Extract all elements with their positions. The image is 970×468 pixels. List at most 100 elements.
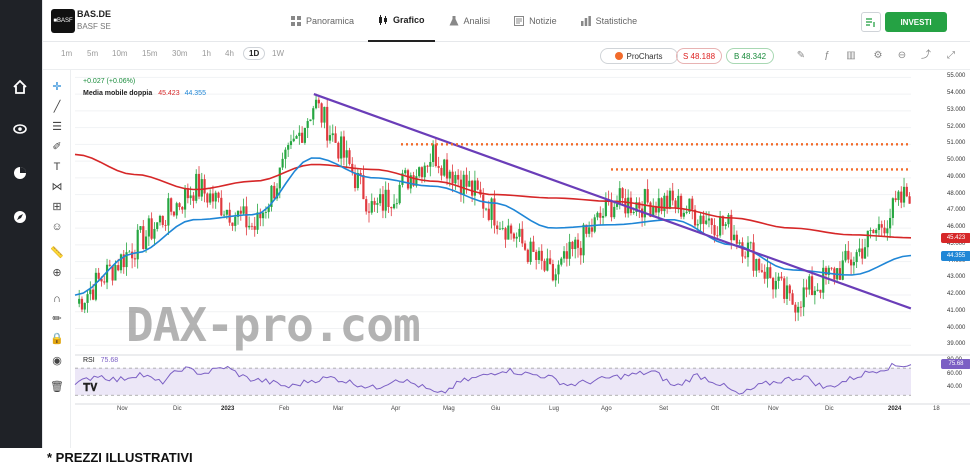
lock-draw-icon[interactable]: ✏	[52, 313, 62, 325]
left-rail	[0, 0, 42, 448]
candle-body	[259, 212, 262, 219]
fullscreen-icon[interactable]: ⤢	[947, 50, 955, 61]
timeframe-30m[interactable]: 30m	[172, 49, 188, 58]
horizontal-lines-icon[interactable]: ☰	[52, 121, 62, 133]
candle-body	[281, 158, 284, 168]
timeframe-15m[interactable]: 15m	[142, 49, 158, 58]
candle-body	[192, 195, 195, 201]
y-tick-label: 45.000	[947, 240, 966, 247]
trash-icon[interactable]: 🗑	[50, 381, 64, 393]
candle-body	[758, 258, 761, 271]
stats-icon	[580, 16, 591, 26]
timeframe-1d[interactable]: 1D	[243, 47, 266, 60]
tab-chart[interactable]: Grafico	[368, 0, 435, 42]
instrument-panel: ■BASF BAS.DE BASF SE Panoramica Grafico …	[42, 0, 970, 448]
candle-body	[359, 172, 362, 175]
rsi-value: 75.68	[100, 357, 119, 364]
candle-body	[420, 167, 424, 178]
watchlist-add-button[interactable]	[861, 12, 881, 32]
candle-body	[674, 200, 677, 208]
pattern-icon[interactable]: ⋈	[51, 181, 63, 193]
candle-body	[579, 247, 582, 256]
candle-body	[457, 174, 460, 180]
candle-body	[582, 224, 585, 256]
lock-icon[interactable]: 🔒	[50, 333, 64, 345]
candle-body	[696, 224, 699, 226]
y-tick-label: 50.000	[947, 157, 966, 164]
watchlist-icon[interactable]	[9, 118, 31, 140]
tab-news[interactable]: Notizie	[504, 0, 567, 42]
brush-icon[interactable]: ✐	[52, 141, 62, 153]
candle-body	[841, 260, 844, 280]
magnet-icon[interactable]: ∩	[53, 293, 61, 305]
timeframe-4h[interactable]: 4h	[225, 49, 234, 58]
candle-body	[621, 188, 624, 199]
invest-button[interactable]: INVESTI	[885, 12, 947, 32]
trendline-tool-icon[interactable]: ╱	[53, 101, 61, 113]
candle-body	[615, 203, 619, 207]
tab-analysis[interactable]: Analisi	[439, 0, 501, 42]
candle-body	[557, 264, 560, 275]
timeframe-1h[interactable]: 1h	[202, 49, 211, 58]
indicators-icon[interactable]: ƒ	[824, 50, 830, 61]
ma-fast-price-badge: 44.355	[941, 250, 970, 261]
eye-icon[interactable]: ◉	[52, 355, 62, 367]
candle-body	[142, 226, 145, 249]
rsi-y-tick-label: 60.00	[947, 370, 963, 377]
gear-icon[interactable]: ⚙	[873, 50, 883, 61]
home-icon[interactable]	[9, 76, 31, 98]
tab-label: Grafico	[393, 15, 425, 25]
timeframe-1w[interactable]: 1W	[272, 49, 284, 58]
candle-body	[298, 132, 301, 137]
tab-overview[interactable]: Panoramica	[281, 0, 364, 42]
candle-body	[535, 251, 538, 260]
candle-body	[866, 230, 869, 248]
candle-body	[540, 250, 543, 261]
chart-type-icon[interactable]: ▥	[846, 50, 856, 61]
zoom-in-icon[interactable]: ⊕	[52, 267, 62, 279]
candle-body	[117, 265, 120, 271]
candle-body	[214, 192, 217, 202]
compare-icon[interactable]: ⊖	[897, 50, 907, 61]
buy-price-button[interactable]: B 48.342	[726, 48, 774, 64]
share-icon[interactable]: ⤴	[921, 50, 931, 61]
tab-stats[interactable]: Statistiche	[571, 0, 648, 42]
procharts-button[interactable]: ProCharts	[600, 48, 678, 64]
text-tool-icon[interactable]: T	[53, 161, 61, 173]
price-chart[interactable]: +0.027 (+0.06%) Media mobile doppia 45.4…	[71, 70, 970, 448]
candle-body	[649, 202, 652, 217]
timeframe-1m[interactable]: 1m	[61, 49, 73, 58]
sell-price-button[interactable]: S 48.188	[676, 48, 722, 64]
candle-body	[523, 243, 527, 250]
timeframe-10m[interactable]: 10m	[112, 49, 128, 58]
candle-body	[92, 289, 95, 300]
candle-body	[880, 224, 883, 228]
candle-body	[105, 264, 109, 283]
candle-body	[808, 276, 811, 290]
candle-body	[262, 212, 265, 219]
draw-pen-icon[interactable]: ✎	[796, 50, 806, 61]
candle-body	[724, 224, 727, 226]
candle-body	[490, 198, 493, 220]
chart-canvas[interactable]	[71, 70, 970, 448]
rsi-line	[74, 362, 912, 395]
timeframe-5m[interactable]: 5m	[87, 49, 99, 58]
crosshair-icon[interactable]: ✛	[52, 81, 62, 93]
ruler-icon[interactable]: 📏	[50, 247, 64, 259]
candle-body	[721, 216, 724, 226]
y-tick-label: 48.000	[947, 190, 966, 197]
candle-body	[362, 174, 365, 200]
candle-body	[877, 224, 881, 230]
discover-icon[interactable]	[9, 206, 31, 228]
candle-body	[395, 203, 398, 205]
emoji-icon[interactable]: ☺	[51, 221, 63, 233]
instrument-header: ■BASF BAS.DE BASF SE Panoramica Grafico …	[43, 0, 970, 42]
candle-body	[897, 191, 900, 201]
candle-body	[206, 193, 209, 203]
candle-body	[562, 251, 566, 259]
portfolio-icon[interactable]	[9, 162, 31, 184]
measure-icon[interactable]: ⊞	[52, 201, 62, 213]
candle-body	[510, 225, 513, 234]
candle-body	[590, 227, 594, 232]
settings-icon[interactable]	[9, 440, 31, 448]
